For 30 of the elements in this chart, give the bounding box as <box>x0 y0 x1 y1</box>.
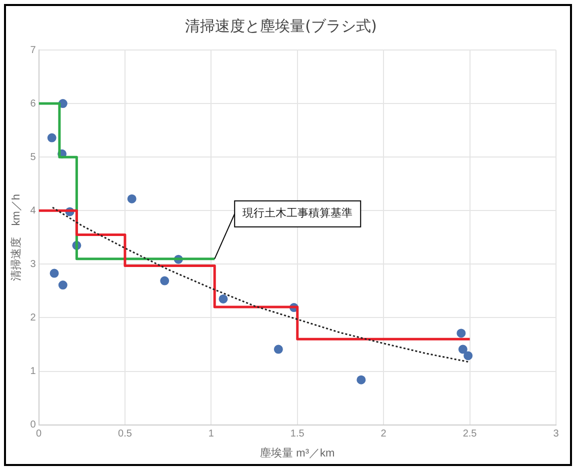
chart-title: 清掃速度と塵埃量(ブラシ式) <box>185 16 377 35</box>
y-tick-label: 0 <box>30 420 36 431</box>
y-tick-label: 1 <box>30 366 36 378</box>
point <box>458 344 468 354</box>
x-tick-label: 1 <box>208 428 214 440</box>
x-tick-label: 0.5 <box>118 428 132 440</box>
y-tick-label: 7 <box>30 44 36 56</box>
point <box>127 194 136 204</box>
x-tick-label: 2 <box>380 428 387 440</box>
point <box>456 328 466 338</box>
annotation: 現行土木工事積算基準 <box>242 206 353 220</box>
y-axis-title: 清掃速度 km／h <box>10 194 23 281</box>
y-tick-label: 4 <box>30 205 36 216</box>
x-tick-label: 1.5 <box>290 428 305 440</box>
x-axis-title: 塵埃量 m³／km <box>260 446 335 460</box>
point <box>274 344 283 354</box>
line-series <box>52 206 471 363</box>
y-tick-label: 6 <box>30 98 36 110</box>
point <box>160 276 170 286</box>
point <box>50 268 59 278</box>
point <box>58 280 68 290</box>
point <box>218 294 228 304</box>
x-tick-label: 2.5 <box>462 428 478 440</box>
point <box>464 351 473 360</box>
point <box>356 375 366 384</box>
y-tick-label: 3 <box>30 258 36 270</box>
point <box>47 133 56 142</box>
y-tick-label: 5 <box>30 152 36 163</box>
y-tick-label: 2 <box>30 312 36 324</box>
x-tick-label: 3 <box>553 428 560 440</box>
